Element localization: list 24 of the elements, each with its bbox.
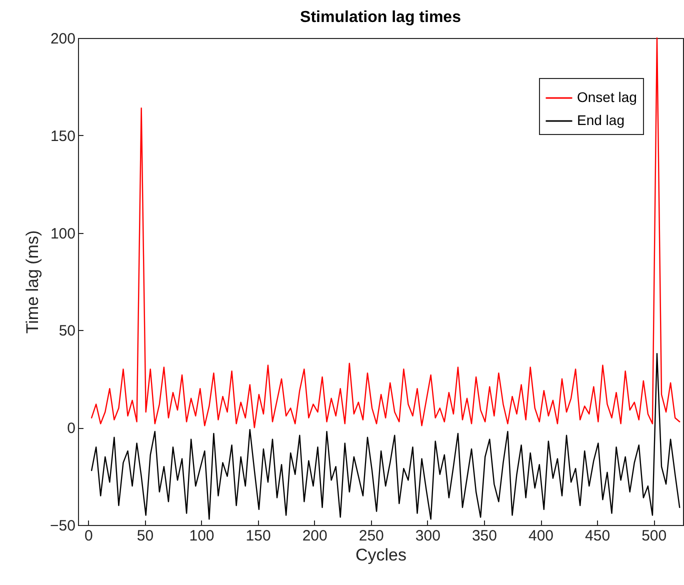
x-tick-label: 50 [136,528,154,544]
legend-label: Onset lag [577,89,637,105]
legend-label: End lag [577,112,624,128]
line-series [90,352,680,520]
x-tick-label: 450 [585,528,610,544]
x-tick-label: 150 [246,528,271,544]
y-tick-label: 200 [50,30,76,48]
x-tick-label: 350 [472,528,497,544]
x-axis-title: Cycles [355,546,407,564]
chart-title: Stimulation lag times [300,9,462,26]
y-tick-label: 100 [50,225,76,242]
y-tick-label: −50 [50,518,76,534]
y-axis-title: Time lag (ms) [23,230,42,334]
y-tick-label: 150 [50,128,76,145]
x-tick-label: 500 [642,528,667,544]
x-tick-label: 300 [415,528,440,544]
x-tick-label: 200 [302,528,328,544]
x-tick-label: 400 [528,528,554,544]
x-tick-label: 0 [84,528,93,544]
line-series [90,37,680,428]
x-tick-label: 250 [358,528,384,544]
y-tick-label: 0 [67,420,76,438]
y-tick-label: 50 [58,322,76,340]
x-tick-label: 100 [189,528,214,544]
